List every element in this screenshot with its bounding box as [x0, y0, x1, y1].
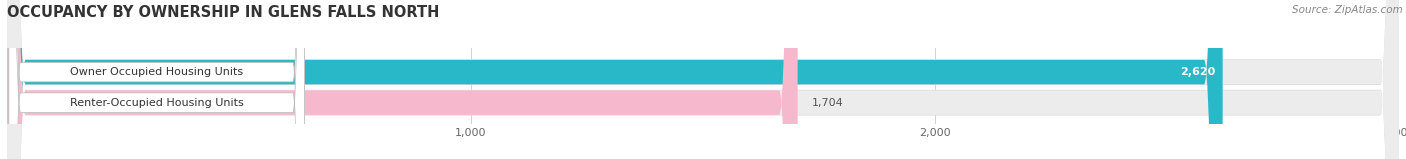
FancyBboxPatch shape: [7, 0, 1399, 159]
Text: OCCUPANCY BY OWNERSHIP IN GLENS FALLS NORTH: OCCUPANCY BY OWNERSHIP IN GLENS FALLS NO…: [7, 5, 440, 20]
Text: 1,704: 1,704: [811, 98, 844, 108]
Text: Renter-Occupied Housing Units: Renter-Occupied Housing Units: [70, 98, 243, 108]
FancyBboxPatch shape: [8, 0, 305, 159]
Text: 2,620: 2,620: [1181, 67, 1216, 77]
FancyBboxPatch shape: [7, 0, 1399, 159]
Text: Source: ZipAtlas.com: Source: ZipAtlas.com: [1292, 5, 1403, 15]
FancyBboxPatch shape: [7, 0, 1399, 159]
FancyBboxPatch shape: [7, 0, 797, 159]
Text: Owner Occupied Housing Units: Owner Occupied Housing Units: [70, 67, 243, 77]
FancyBboxPatch shape: [8, 0, 305, 159]
FancyBboxPatch shape: [7, 0, 1399, 159]
FancyBboxPatch shape: [7, 0, 1223, 159]
